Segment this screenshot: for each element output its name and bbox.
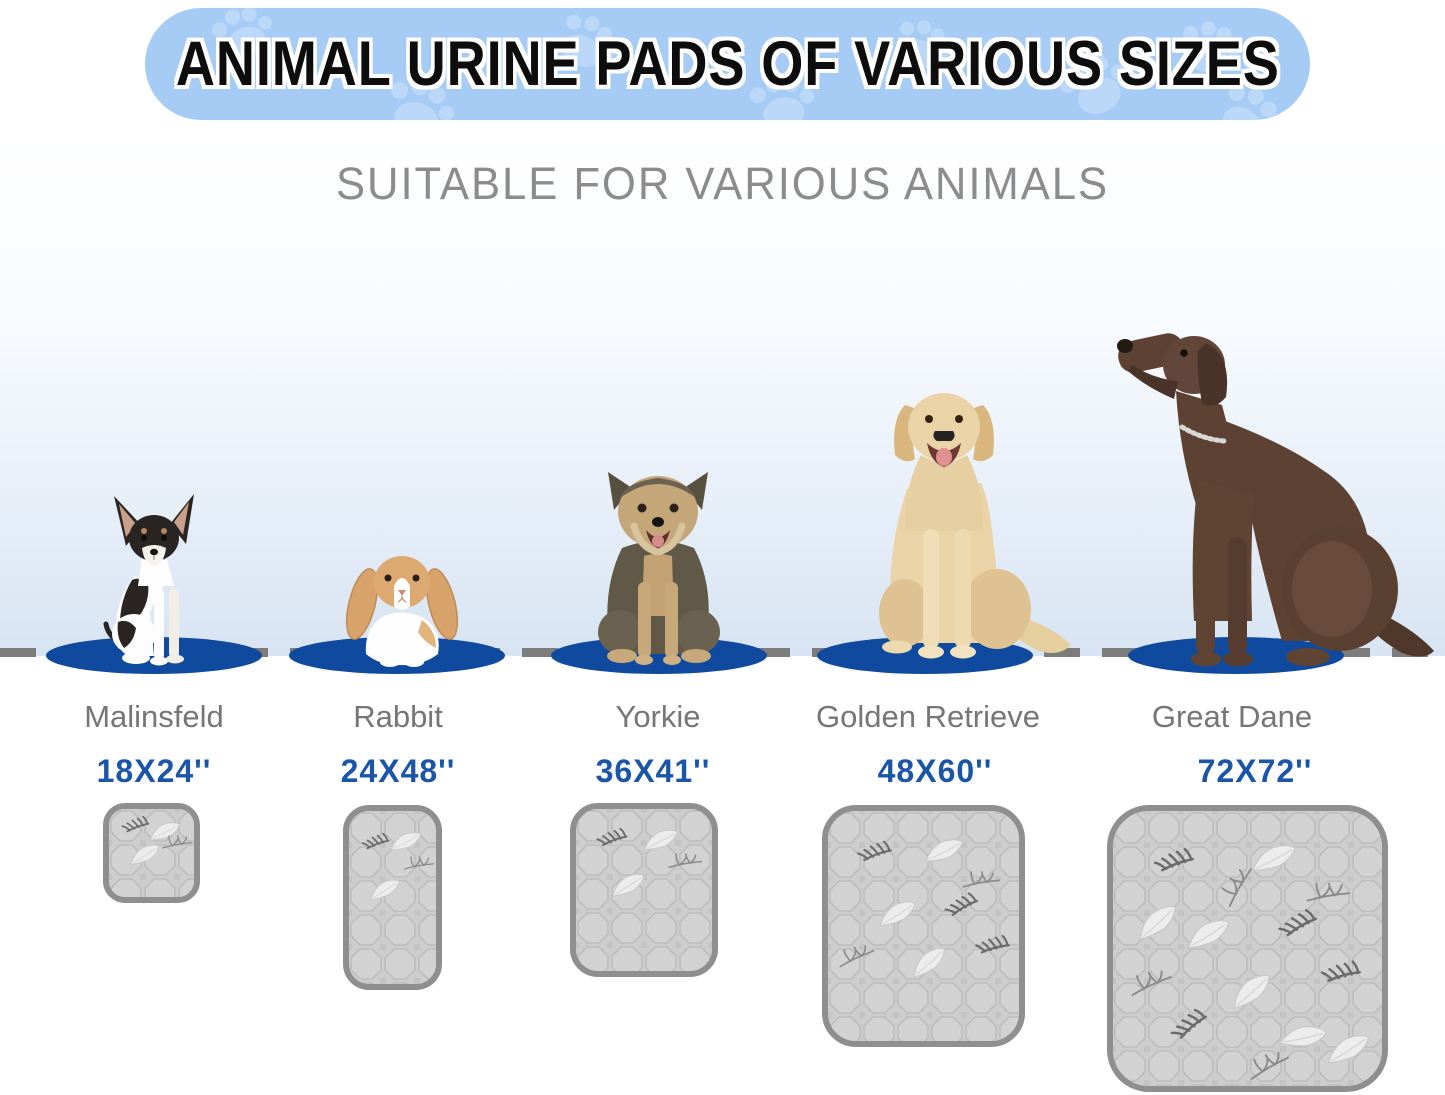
subtitle: SUITABLE FOR VARIOUS ANIMALS [335,158,1110,209]
title-banner: ANIMAL URINE PADS OF VARIOUS SIZES [145,8,1310,120]
page-title: ANIMAL URINE PADS OF VARIOUS SIZES [175,29,1280,99]
animal-name-label: Rabbit [353,699,443,734]
golden-retriever-dog-illustration [879,393,1071,659]
pad-size-label: 18X24'' [96,753,212,789]
pad-swatch-18x24 [103,803,200,903]
animal-name-label: Golden Retrieve [815,699,1041,734]
animal-name-label: Great Dane [1151,699,1313,734]
pad-size-label: 24X48'' [340,753,456,789]
animal-name-label: Yorkie [615,699,701,734]
pad-size-label: 48X60'' [877,753,993,789]
lop-rabbit-illustration [345,556,459,667]
chihuahua-dog-illustration [103,494,194,666]
animal-name-label: Malinsfeld [84,699,224,734]
great-dane-dog-illustration [1117,333,1434,667]
pad-size-label: 36X41'' [595,753,711,789]
pad-size-label: 72X72'' [1197,753,1313,789]
pad-swatch-48x60 [822,805,1025,1047]
pad-swatch-36x41 [570,803,718,977]
pad-swatch-72x72 [1107,805,1388,1092]
pad-swatch-24x48 [343,805,442,990]
yorkshire-terrier-dog-illustration [598,472,720,665]
